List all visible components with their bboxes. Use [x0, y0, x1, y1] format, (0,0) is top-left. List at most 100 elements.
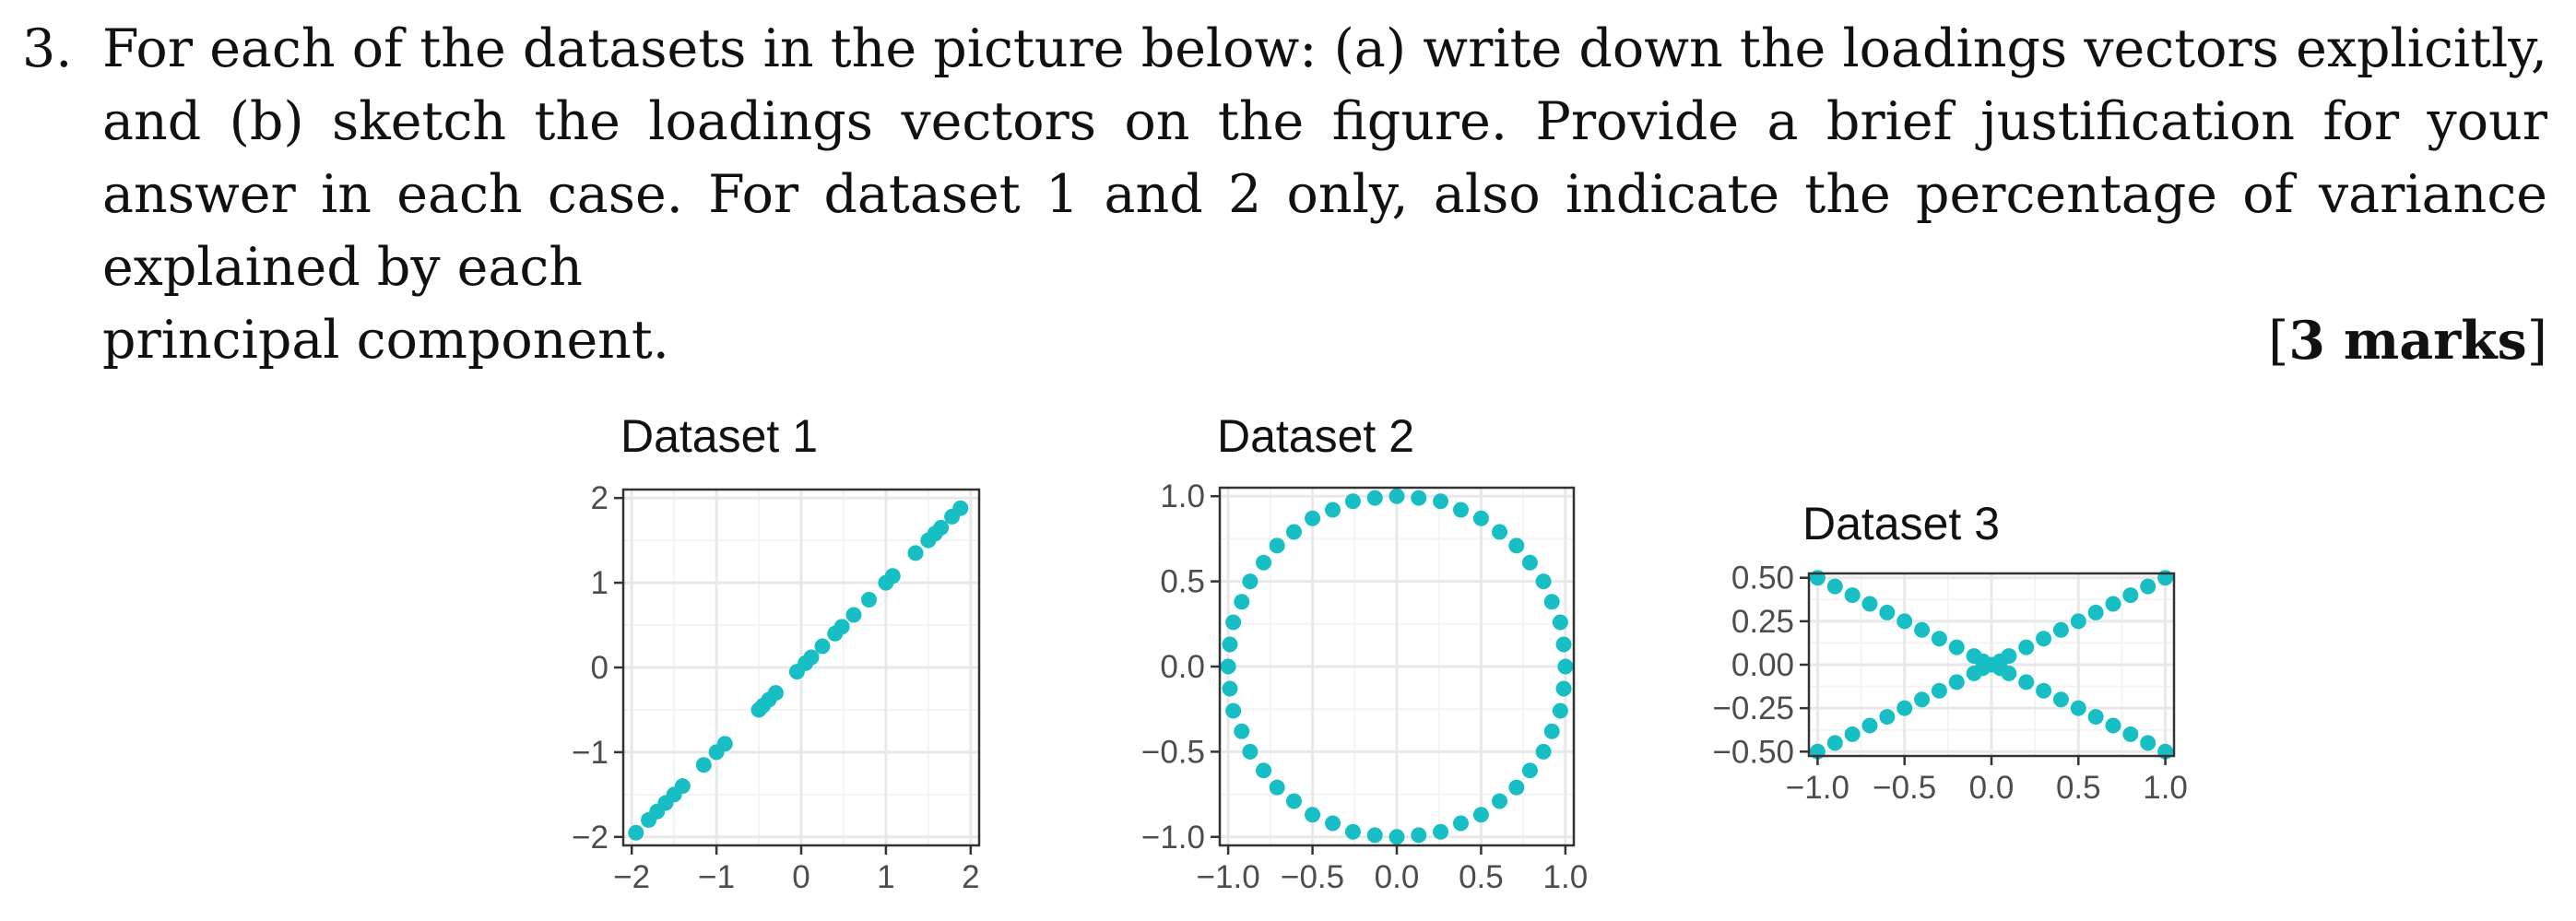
x-tick-label: 1.0 [1543, 859, 1589, 895]
y-tick-label: 1.0 [1160, 478, 1205, 514]
data-point [1826, 578, 1843, 595]
marks-badge: [3 marks] [2268, 304, 2547, 378]
data-point [1879, 709, 1896, 726]
data-point [2052, 621, 2069, 638]
question-text: For each of the datasets in the picture … [102, 18, 2547, 298]
data-point [1844, 726, 1861, 742]
data-point [1897, 700, 1913, 716]
data-point [1234, 594, 1250, 610]
x-tick-label: 1.0 [2143, 770, 2188, 806]
question-body: For each of the datasets in the picture … [102, 13, 2547, 378]
data-point [1535, 743, 1552, 760]
question-last-line: principal component. [3 marks] [102, 304, 2547, 378]
data-point [1897, 613, 1913, 630]
data-point [1344, 493, 1361, 510]
data-point [1222, 680, 1238, 697]
data-point [2122, 587, 2139, 604]
y-tick-label: −0.5 [1141, 734, 1205, 770]
data-point [1844, 587, 1861, 604]
data-point [2140, 578, 2157, 595]
data-point [2052, 691, 2069, 708]
data-point [2105, 717, 2121, 734]
x-tick-label: −0.5 [1873, 770, 1936, 806]
x-tick-label: −0.5 [1281, 859, 1344, 895]
data-point [1552, 614, 1568, 631]
y-tick-label: 0.0 [1160, 649, 1205, 685]
data-point [1325, 502, 1341, 518]
y-tick-label: 0 [591, 650, 609, 686]
data-point [1305, 807, 1321, 823]
data-point [1285, 524, 1302, 540]
marks-value: 3 marks [2288, 310, 2527, 372]
x-tick-label: 0.0 [1375, 859, 1420, 895]
data-point [1411, 827, 1427, 844]
data-point [1948, 674, 1965, 691]
data-point [1521, 762, 1538, 779]
data-point [767, 685, 784, 702]
data-point [1225, 614, 1242, 631]
y-tick-label: 0.5 [1160, 564, 1205, 600]
y-tick-label: 1 [591, 565, 609, 601]
data-point [1222, 636, 1238, 653]
data-point [1220, 658, 1236, 675]
data-point [1508, 537, 1525, 554]
data-point [1931, 682, 1947, 699]
data-point [695, 757, 712, 773]
data-point [1508, 779, 1525, 796]
x-tick-label: 0.0 [1969, 770, 2015, 806]
data-point [1552, 703, 1568, 719]
data-point [1914, 621, 1931, 638]
x-tick-label: 0 [792, 859, 809, 895]
data-point [1269, 537, 1285, 554]
chart-title: Dataset 1 [620, 410, 818, 462]
x-tick-label: −2 [613, 859, 650, 895]
data-point [1826, 735, 1843, 751]
x-tick-label: 0.5 [2056, 770, 2101, 806]
data-point [1991, 653, 2008, 669]
x-tick-label: 2 [962, 859, 979, 895]
data-point [1931, 631, 1947, 647]
marks-open-bracket: [ [2268, 311, 2289, 372]
data-point [2087, 709, 2104, 726]
data-point [1543, 723, 1560, 739]
data-point [1472, 510, 1489, 526]
data-point [803, 649, 820, 666]
chart-2: −1.0 −0.5 0.0 0.5 1.0 −1.0 −0.5 0.0 0.5 1.0 Datase… [1141, 410, 1588, 895]
data-point [1305, 510, 1321, 526]
x-tick-label: −1.0 [1197, 859, 1260, 895]
data-point [1411, 490, 1427, 506]
data-point [1948, 639, 1965, 655]
data-point [1433, 823, 1449, 840]
data-point [1555, 636, 1572, 653]
x-tick-label: 0.5 [1459, 859, 1504, 895]
data-point [1366, 827, 1383, 844]
y-tick-label: −0.25 [1712, 691, 1794, 726]
data-point [1492, 793, 1508, 809]
data-point [1433, 493, 1449, 510]
data-point [1269, 779, 1285, 796]
chart-title: Dataset 3 [1802, 498, 2000, 549]
data-point [2105, 596, 2121, 612]
data-point [716, 736, 733, 752]
data-point [2018, 639, 2035, 655]
data-point [1388, 829, 1405, 845]
data-point [1366, 490, 1383, 506]
y-tick-label: −1 [572, 735, 609, 771]
chart-title: Dataset 2 [1217, 410, 1414, 462]
y-tick-label: −2 [572, 820, 609, 856]
data-point [1344, 823, 1361, 840]
data-point [861, 591, 878, 608]
data-point [933, 519, 950, 536]
data-point [2140, 735, 2157, 751]
data-point [1242, 743, 1258, 760]
data-point [1234, 723, 1250, 739]
y-tick-label: 2 [591, 480, 609, 516]
y-tick-label: 0.25 [1731, 604, 1794, 640]
data-point [2018, 674, 2035, 691]
data-point [2036, 682, 2052, 699]
data-point [1388, 488, 1405, 504]
data-point [1861, 717, 1878, 734]
data-point [1914, 691, 1931, 708]
data-point [2122, 726, 2139, 742]
